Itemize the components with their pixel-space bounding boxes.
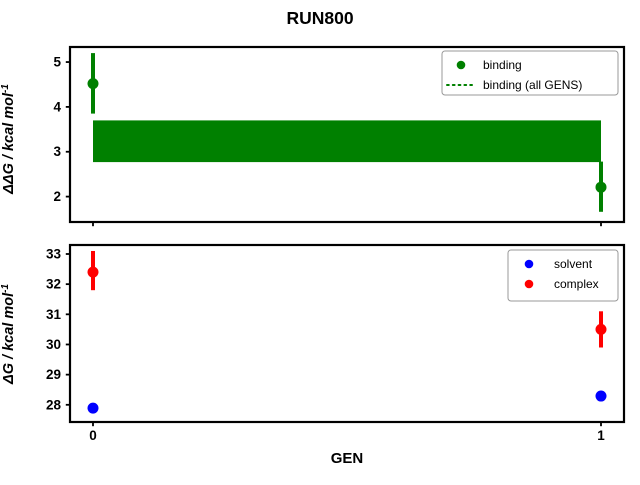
svg-text:GEN: GEN — [331, 450, 364, 467]
svg-text:binding (all GENS): binding (all GENS) — [483, 78, 582, 92]
svg-text:RUN800: RUN800 — [286, 8, 353, 28]
svg-text:ΔΔG / kcal mol-1: ΔΔG / kcal mol-1 — [0, 84, 17, 195]
svg-text:29: 29 — [46, 367, 61, 382]
svg-text:0: 0 — [89, 428, 97, 443]
svg-text:28: 28 — [46, 397, 62, 412]
svg-text:3: 3 — [53, 144, 61, 159]
svg-text:ΔG / kcal mol-1: ΔG / kcal mol-1 — [0, 284, 17, 385]
svg-text:5: 5 — [53, 55, 61, 70]
svg-text:30: 30 — [46, 337, 61, 352]
svg-text:complex: complex — [554, 277, 599, 291]
svg-text:4: 4 — [53, 99, 61, 114]
svg-text:binding: binding — [483, 58, 522, 72]
svg-text:33: 33 — [46, 247, 62, 262]
svg-text:32: 32 — [46, 277, 61, 292]
svg-text:31: 31 — [46, 307, 62, 322]
svg-text:2: 2 — [53, 189, 61, 204]
svg-text:1: 1 — [597, 428, 605, 443]
svg-text:solvent: solvent — [554, 257, 593, 271]
